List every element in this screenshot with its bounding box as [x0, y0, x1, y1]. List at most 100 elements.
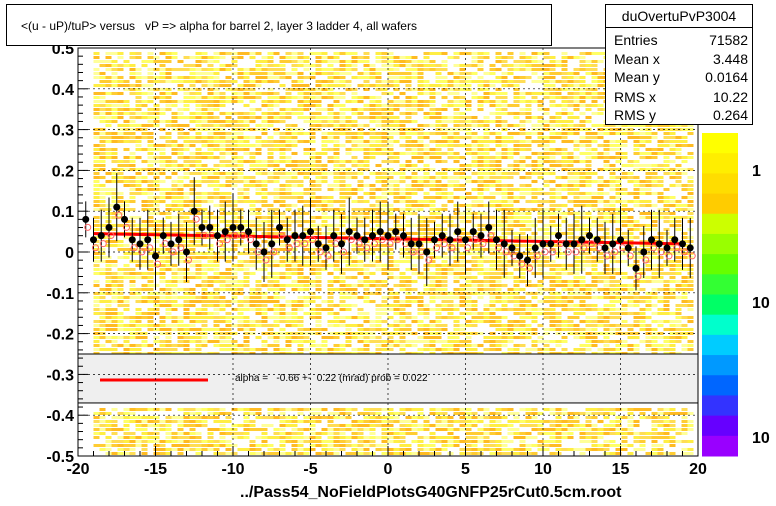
heatmap-cell	[495, 296, 502, 299]
heatmap-cell	[405, 84, 412, 87]
heatmap-cell	[291, 160, 298, 163]
heatmap-cell	[483, 436, 490, 439]
heatmap-cell	[285, 140, 292, 143]
heatmap-cell	[423, 204, 430, 207]
heatmap-cell	[147, 280, 154, 283]
heatmap-cell	[231, 232, 238, 235]
heatmap-cell	[333, 444, 340, 447]
heatmap-cell	[111, 440, 118, 443]
heatmap-cell	[477, 84, 484, 87]
heatmap-cell	[435, 148, 442, 151]
heatmap-cell	[465, 168, 472, 171]
heatmap-cell	[471, 280, 478, 283]
heatmap-cell	[477, 180, 484, 183]
heatmap-cell	[273, 344, 280, 347]
heatmap-cell	[405, 252, 412, 255]
heatmap-cell	[339, 252, 346, 255]
heatmap-cell	[189, 184, 196, 187]
heatmap-cell	[357, 216, 364, 219]
heatmap-cell	[513, 132, 520, 135]
heatmap-cell	[429, 348, 436, 351]
heatmap-cell	[237, 208, 244, 211]
heatmap-cell	[525, 228, 532, 231]
heatmap-cell	[375, 412, 382, 415]
heatmap-cell	[201, 164, 208, 167]
heatmap-cell	[453, 292, 460, 295]
heatmap-cell	[267, 288, 274, 291]
heatmap-cell	[165, 236, 172, 239]
heatmap-cell	[543, 92, 550, 95]
heatmap-cell	[153, 196, 160, 199]
heatmap-cell	[141, 312, 148, 315]
heatmap-cell	[405, 160, 412, 163]
heatmap-cell	[303, 416, 310, 419]
heatmap-cell	[189, 256, 196, 259]
heatmap-cell	[255, 304, 262, 307]
heatmap-cell	[123, 440, 130, 443]
heatmap-cell	[303, 176, 310, 179]
heatmap-cell	[309, 252, 316, 255]
heatmap-cell	[435, 288, 442, 291]
heatmap-cell	[231, 176, 238, 179]
heatmap-cell	[279, 76, 286, 79]
heatmap-cell	[261, 320, 268, 323]
heatmap-cell	[453, 252, 460, 255]
heatmap-cell	[519, 320, 526, 323]
heatmap-cell	[231, 112, 238, 115]
heatmap-cell	[315, 60, 322, 63]
heatmap-cell	[279, 276, 286, 279]
heatmap-cell	[405, 208, 412, 211]
heatmap-cell	[363, 264, 370, 267]
heatmap-cell	[357, 196, 364, 199]
heatmap-cell	[309, 248, 316, 251]
heatmap-cell	[135, 436, 142, 439]
heatmap-cell	[405, 328, 412, 331]
heatmap-cell	[345, 268, 352, 271]
heatmap-cell	[441, 252, 448, 255]
heatmap-cell	[327, 284, 334, 287]
heatmap-cell	[255, 108, 262, 111]
heatmap-cell	[249, 352, 256, 355]
heatmap-cell	[135, 264, 142, 267]
heatmap-cell	[117, 428, 124, 431]
heatmap-cell	[93, 248, 100, 251]
heatmap-cell	[147, 216, 154, 219]
heatmap-cell	[501, 168, 508, 171]
heatmap-cell	[519, 328, 526, 331]
heatmap-cell	[369, 300, 376, 303]
heatmap-cell	[375, 336, 382, 339]
heatmap-cell	[189, 152, 196, 155]
heatmap-cell	[117, 316, 124, 319]
heatmap-cell	[315, 420, 322, 423]
heatmap-cell	[273, 80, 280, 83]
heatmap-cell	[399, 224, 406, 227]
heatmap-cell	[405, 60, 412, 63]
heatmap-cell	[249, 176, 256, 179]
heatmap-cell	[285, 348, 292, 351]
heatmap-cell	[471, 416, 478, 419]
heatmap-cell	[519, 324, 526, 327]
heatmap-cell	[321, 448, 328, 451]
heatmap-cell	[543, 276, 550, 279]
heatmap-cell	[297, 412, 304, 415]
heatmap-cell	[405, 276, 412, 279]
heatmap-cell	[153, 312, 160, 315]
heatmap-cell	[543, 236, 550, 239]
heatmap-cell	[435, 180, 442, 183]
heatmap-cell	[321, 56, 328, 59]
heatmap-cell	[477, 416, 484, 419]
heatmap-cell	[123, 416, 130, 419]
heatmap-cell	[243, 428, 250, 431]
heatmap-cell	[129, 168, 136, 171]
heatmap-cell	[297, 200, 304, 203]
heatmap-cell	[285, 276, 292, 279]
heatmap-cell	[363, 244, 370, 247]
heatmap-cell	[213, 124, 220, 127]
heatmap-cell	[537, 412, 544, 415]
heatmap-cell	[171, 280, 178, 283]
heatmap-cell	[387, 148, 394, 151]
heatmap-cell	[453, 96, 460, 99]
heatmap-cell	[333, 320, 340, 323]
heatmap-cell	[183, 408, 190, 411]
heatmap-cell	[315, 276, 322, 279]
